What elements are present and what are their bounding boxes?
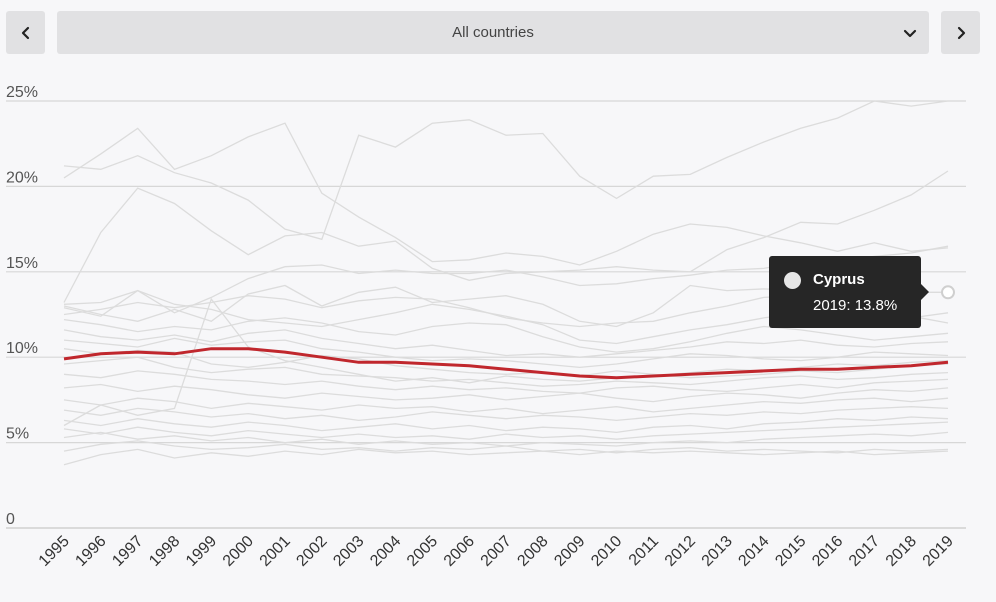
background-series-line <box>63 356 949 387</box>
background-series-line <box>63 170 949 303</box>
tooltip-value: 2019: 13.8% <box>813 297 898 314</box>
x-tick-label: 2003 <box>330 533 367 570</box>
tooltip-arrow <box>921 284 929 300</box>
chevron-right-icon <box>957 26 965 39</box>
country-select-label: All countries <box>452 24 534 41</box>
x-tick-label: 2001 <box>257 533 294 570</box>
y-tick-label: 5% <box>6 426 29 443</box>
tooltip-series-dot <box>784 272 801 289</box>
x-tick-label: 2000 <box>220 533 257 570</box>
x-tick-label: 2004 <box>367 533 404 570</box>
x-tick-label: 2012 <box>662 533 699 570</box>
background-series-line <box>63 337 949 369</box>
y-tick-label: 25% <box>6 84 38 101</box>
x-tick-label: 1996 <box>72 533 109 570</box>
background-series-line <box>63 329 949 358</box>
next-button[interactable] <box>941 11 980 54</box>
background-series-line <box>63 122 949 266</box>
x-tick-label: 1998 <box>146 533 183 570</box>
highlighted-series-line <box>63 347 949 380</box>
x-tick-label: 2013 <box>699 533 736 570</box>
x-tick-label: 2002 <box>293 533 330 570</box>
previous-button[interactable] <box>6 11 45 54</box>
y-tick-label: 20% <box>6 169 38 186</box>
background-series-line <box>63 448 949 466</box>
x-tick-label: 2006 <box>441 533 478 570</box>
chevron-down-icon <box>903 29 917 38</box>
x-tick-label: 2016 <box>809 533 846 570</box>
background-series-line <box>63 348 949 379</box>
x-tick-label: 2017 <box>846 533 883 570</box>
x-tick-label: 2014 <box>735 533 772 570</box>
background-series-line <box>63 397 949 415</box>
x-tick-label: 2010 <box>588 533 625 570</box>
x-tick-label: 2015 <box>772 533 809 570</box>
background-series-line <box>63 416 949 434</box>
y-tick-label: 15% <box>6 255 38 272</box>
background-series-line <box>63 100 949 241</box>
country-select[interactable]: All countries <box>57 11 929 54</box>
background-series-line <box>63 406 949 422</box>
x-tick-label: 2005 <box>404 533 441 570</box>
background-series-line <box>63 421 949 440</box>
background-series-line <box>63 297 949 427</box>
hover-point-marker <box>941 285 955 300</box>
chevron-left-icon <box>21 26 29 39</box>
tooltip-country-name: Cyprus <box>813 271 865 288</box>
background-series-line <box>63 383 949 403</box>
x-tick-label: 1999 <box>183 533 220 570</box>
x-tick-label: 2007 <box>478 533 515 570</box>
tooltip: Cyprus 2019: 13.8% <box>769 256 929 328</box>
x-tick-label: 2011 <box>626 533 662 569</box>
background-series-line <box>63 440 949 454</box>
background-series-line <box>63 317 949 353</box>
background-series-line <box>63 370 949 394</box>
x-tick-label: 2019 <box>920 533 957 570</box>
y-tick-label: 0 <box>6 511 15 528</box>
x-tick-label: 1995 <box>36 533 73 570</box>
x-tick-label: 2008 <box>514 533 551 570</box>
x-tick-label: 2009 <box>551 533 588 570</box>
y-tick-label: 10% <box>6 340 38 357</box>
x-tick-label: 1997 <box>109 533 146 570</box>
x-tick-label: 2018 <box>883 533 920 570</box>
